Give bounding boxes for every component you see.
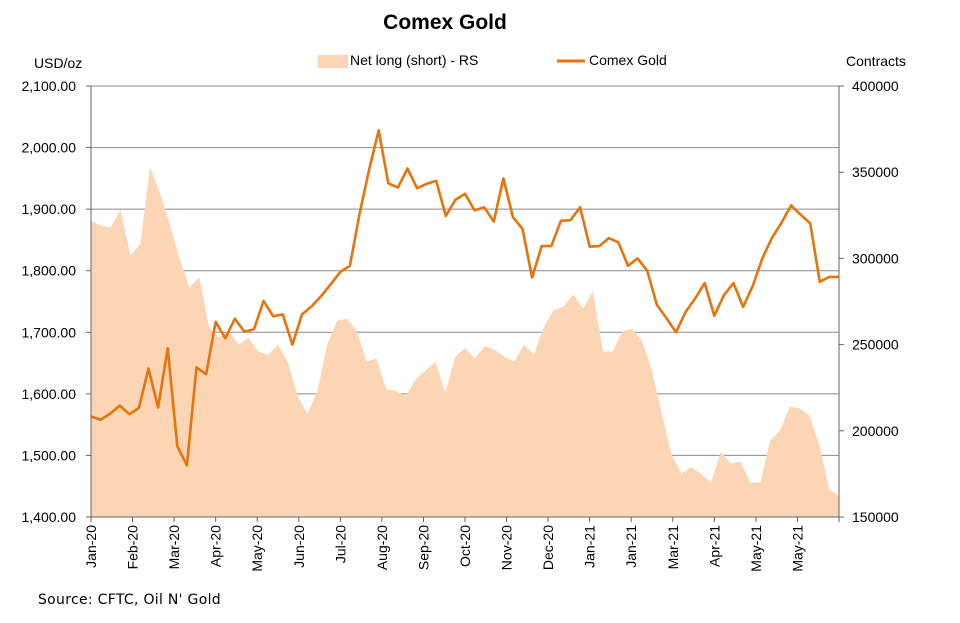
x-tick-label: Jan-21 xyxy=(623,525,639,568)
x-tick-label: May-21 xyxy=(748,525,764,572)
x-axis-ticks: Jan-20 Feb-20 Mar-20 Apr-20 May-20 Jun-20 Jul-… xyxy=(83,517,840,572)
left-tick-label: 1,700.00 xyxy=(22,324,77,340)
x-tick-label: Apr-21 xyxy=(706,525,722,567)
left-tick-label: 1,800.00 xyxy=(22,263,77,279)
x-tick-label: Jan-21 xyxy=(582,525,598,568)
right-tick-label: 400000 xyxy=(852,78,899,94)
right-tick-label: 250000 xyxy=(852,337,899,353)
x-tick-label: Sep-20 xyxy=(415,525,431,570)
legend-label-net-long: Net long (short) - RS xyxy=(350,52,478,68)
x-tick-label: Mar-21 xyxy=(665,525,681,570)
right-axis-label: Contracts xyxy=(846,53,906,69)
right-tick-label: 350000 xyxy=(852,164,899,180)
net-long-area xyxy=(91,167,839,517)
left-tick-label: 1,900.00 xyxy=(22,201,77,217)
comex-gold-line xyxy=(90,129,839,467)
left-tick-label: 2,100.00 xyxy=(22,78,77,94)
x-tick-label: Aug-20 xyxy=(374,525,390,570)
right-tick-label: 300000 xyxy=(852,250,899,266)
left-axis-ticks: 1,400.00 1,500.00 1,600.00 1,700.00 1,800.00… xyxy=(22,78,91,525)
left-tick-label: 2,000.00 xyxy=(22,140,77,156)
source-note: Source: CFTC, Oil N' Gold xyxy=(38,592,221,608)
x-tick-label: May-21 xyxy=(789,525,805,572)
x-tick-label: Jul-20 xyxy=(332,525,348,563)
chart-title: Comex Gold xyxy=(383,11,507,34)
left-axis-label: USD/oz xyxy=(34,55,82,71)
x-tick-label: May-20 xyxy=(249,525,265,572)
x-tick-label: Apr-20 xyxy=(208,525,224,567)
legend: Net long (short) - RS Comex Gold xyxy=(318,52,667,68)
right-axis-ticks: 150000 200000 250000 300000 350000 400000 xyxy=(839,78,899,525)
legend-label-comex-gold: Comex Gold xyxy=(589,52,667,68)
x-tick-label: Nov-20 xyxy=(499,525,515,570)
x-tick-label: Oct-20 xyxy=(457,525,473,567)
x-tick-label: Jun-20 xyxy=(291,525,307,568)
x-tick-label: Mar-20 xyxy=(166,525,182,570)
left-tick-label: 1,600.00 xyxy=(22,386,77,402)
right-tick-label: 150000 xyxy=(852,509,899,525)
left-tick-label: 1,400.00 xyxy=(22,509,77,525)
x-tick-label: Dec-20 xyxy=(540,525,556,570)
right-tick-label: 200000 xyxy=(852,423,899,439)
x-tick-label: Feb-20 xyxy=(125,525,141,570)
legend-swatch-net-long xyxy=(318,55,348,68)
left-tick-label: 1,500.00 xyxy=(22,447,77,463)
x-tick-label: Jan-20 xyxy=(83,525,99,568)
